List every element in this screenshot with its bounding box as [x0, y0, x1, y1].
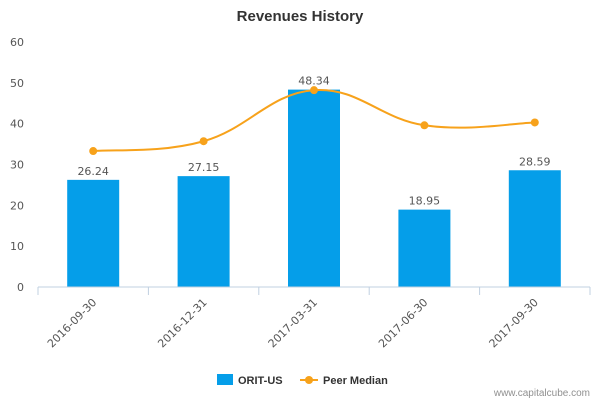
x-tick-label: 2017-06-30 — [376, 296, 430, 350]
x-axis-tick-labels: 2016-09-30 2016-12-31 2017-03-31 2017-06-30… — [45, 296, 541, 350]
peer-median-point[interactable] — [199, 137, 208, 146]
bar-orit-us[interactable] — [177, 176, 230, 287]
x-tick-label: 2016-12-31 — [155, 296, 209, 350]
bar-series — [67, 89, 561, 287]
y-tick-label: 40 — [10, 118, 24, 131]
x-axis-ticks — [37, 287, 591, 295]
x-tick-label: 2017-09-30 — [487, 296, 541, 350]
y-tick-label: 60 — [10, 36, 24, 49]
legend-item-peer-median[interactable]: Peer Median — [300, 375, 388, 387]
chart-title: Revenues History — [237, 8, 364, 25]
y-tick-label: 50 — [10, 77, 24, 90]
bar-data-label: 48.34 — [298, 75, 330, 88]
bar-data-label: 28.59 — [519, 155, 551, 168]
y-tick-label: 30 — [10, 159, 24, 172]
legend-label-orit-us: ORIT-US — [238, 375, 283, 387]
legend-label-peer-median: Peer Median — [323, 375, 388, 387]
bar-data-labels: 26.24 27.15 48.34 18.95 28.59 — [77, 75, 550, 208]
bar-data-label: 18.95 — [409, 195, 441, 208]
bar-orit-us[interactable] — [398, 209, 451, 287]
legend-marker-peer-median — [305, 376, 313, 384]
bar-orit-us[interactable] — [67, 179, 120, 287]
legend: ORIT-US Peer Median — [217, 374, 388, 387]
legend-item-orit-us[interactable]: ORIT-US — [217, 374, 283, 387]
bar-orit-us[interactable] — [288, 89, 340, 287]
legend-swatch-orit-us — [217, 374, 233, 385]
peer-median-point[interactable] — [530, 118, 539, 127]
y-tick-label: 20 — [10, 199, 24, 212]
bar-data-label: 27.15 — [188, 161, 220, 174]
y-axis-tick-labels: 0 10 20 30 40 50 60 — [10, 36, 24, 294]
peer-median-series — [89, 86, 539, 156]
peer-median-point[interactable] — [89, 147, 98, 156]
x-tick-label: 2016-09-30 — [45, 296, 99, 350]
y-tick-label: 10 — [10, 240, 24, 253]
bar-data-label: 26.24 — [77, 165, 109, 178]
peer-median-point[interactable] — [420, 121, 429, 130]
peer-median-point[interactable] — [310, 86, 318, 95]
y-tick-label: 0 — [17, 281, 24, 294]
credit-text[interactable]: www.capitalcube.com — [493, 388, 590, 399]
bar-orit-us[interactable] — [508, 170, 561, 287]
x-tick-label: 2017-03-31 — [266, 296, 320, 350]
